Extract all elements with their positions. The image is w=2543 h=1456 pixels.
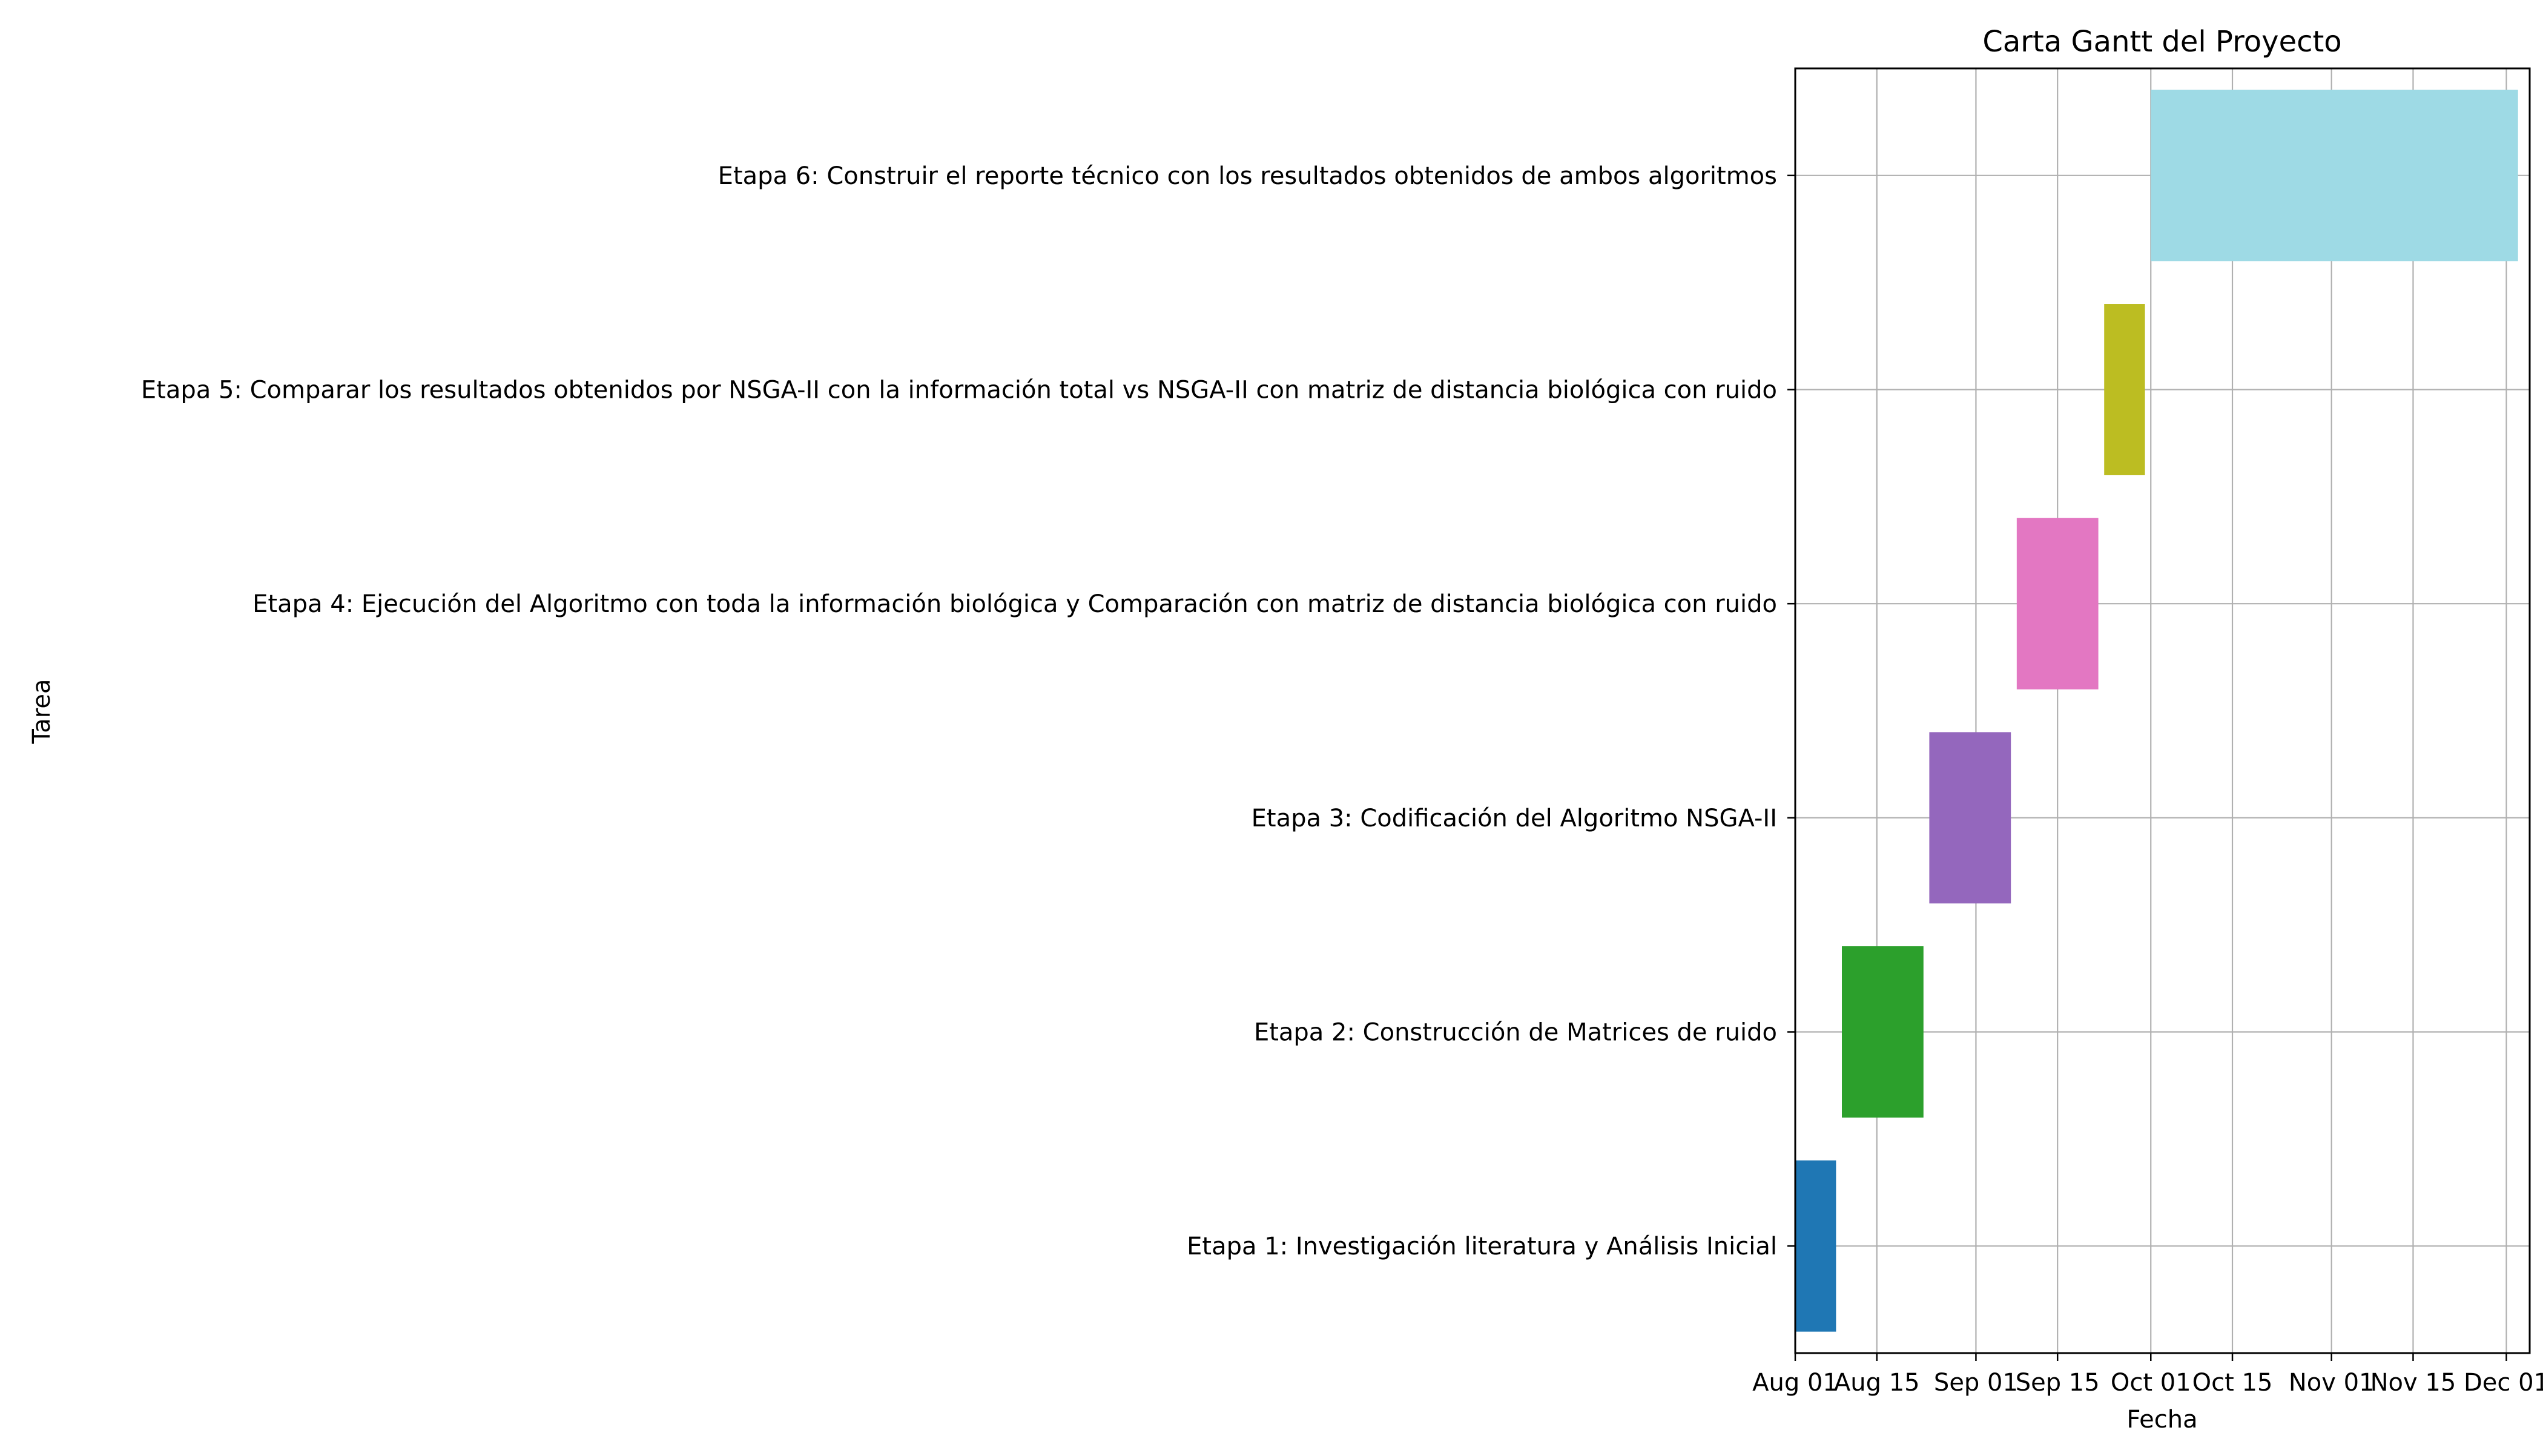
task-bar <box>2104 304 2145 475</box>
task-label: Etapa 3: Codificación del Algoritmo NSGA… <box>1252 805 1777 832</box>
task-bar <box>2016 518 2099 690</box>
bar-layer <box>1795 90 2518 1332</box>
x-tick-label: Sep 15 <box>2016 1369 2100 1397</box>
x-tick-label: Aug 15 <box>1834 1369 1920 1397</box>
task-bar <box>1842 946 1924 1118</box>
x-tick-label: Aug 01 <box>1752 1369 1838 1397</box>
chart-title: Carta Gantt del Proyecto <box>1982 25 2341 59</box>
task-bar <box>1929 732 2011 904</box>
task-label: Etapa 1: Investigación literatura y Anál… <box>1187 1233 1777 1260</box>
plot-frame <box>1794 67 2531 1354</box>
x-tick-label: Oct 15 <box>2192 1369 2273 1397</box>
task-bar <box>2151 90 2518 262</box>
y-axis-label: Tarea <box>28 679 56 744</box>
x-tick-label: Nov 15 <box>2370 1369 2456 1397</box>
x-tick-label: Oct 01 <box>2111 1369 2191 1397</box>
task-bar <box>1795 1160 1836 1332</box>
x-tick-label: Dec 01 <box>2464 1369 2543 1397</box>
task-label: Etapa 5: Comparar los resultados obtenid… <box>141 377 1777 404</box>
label-layer: Etapa 1: Investigación literatura y Anál… <box>141 162 1777 1260</box>
task-label: Etapa 4: Ejecución del Algoritmo con tod… <box>252 590 1777 618</box>
x-tick-label: Nov 01 <box>2289 1369 2375 1397</box>
x-axis-label: Fecha <box>2126 1406 2197 1434</box>
task-label: Etapa 6: Construir el reporte técnico co… <box>718 162 1777 190</box>
task-label: Etapa 2: Construcción de Matrices de rui… <box>1254 1019 1777 1047</box>
x-tick-label: Sep 01 <box>1934 1369 2018 1397</box>
